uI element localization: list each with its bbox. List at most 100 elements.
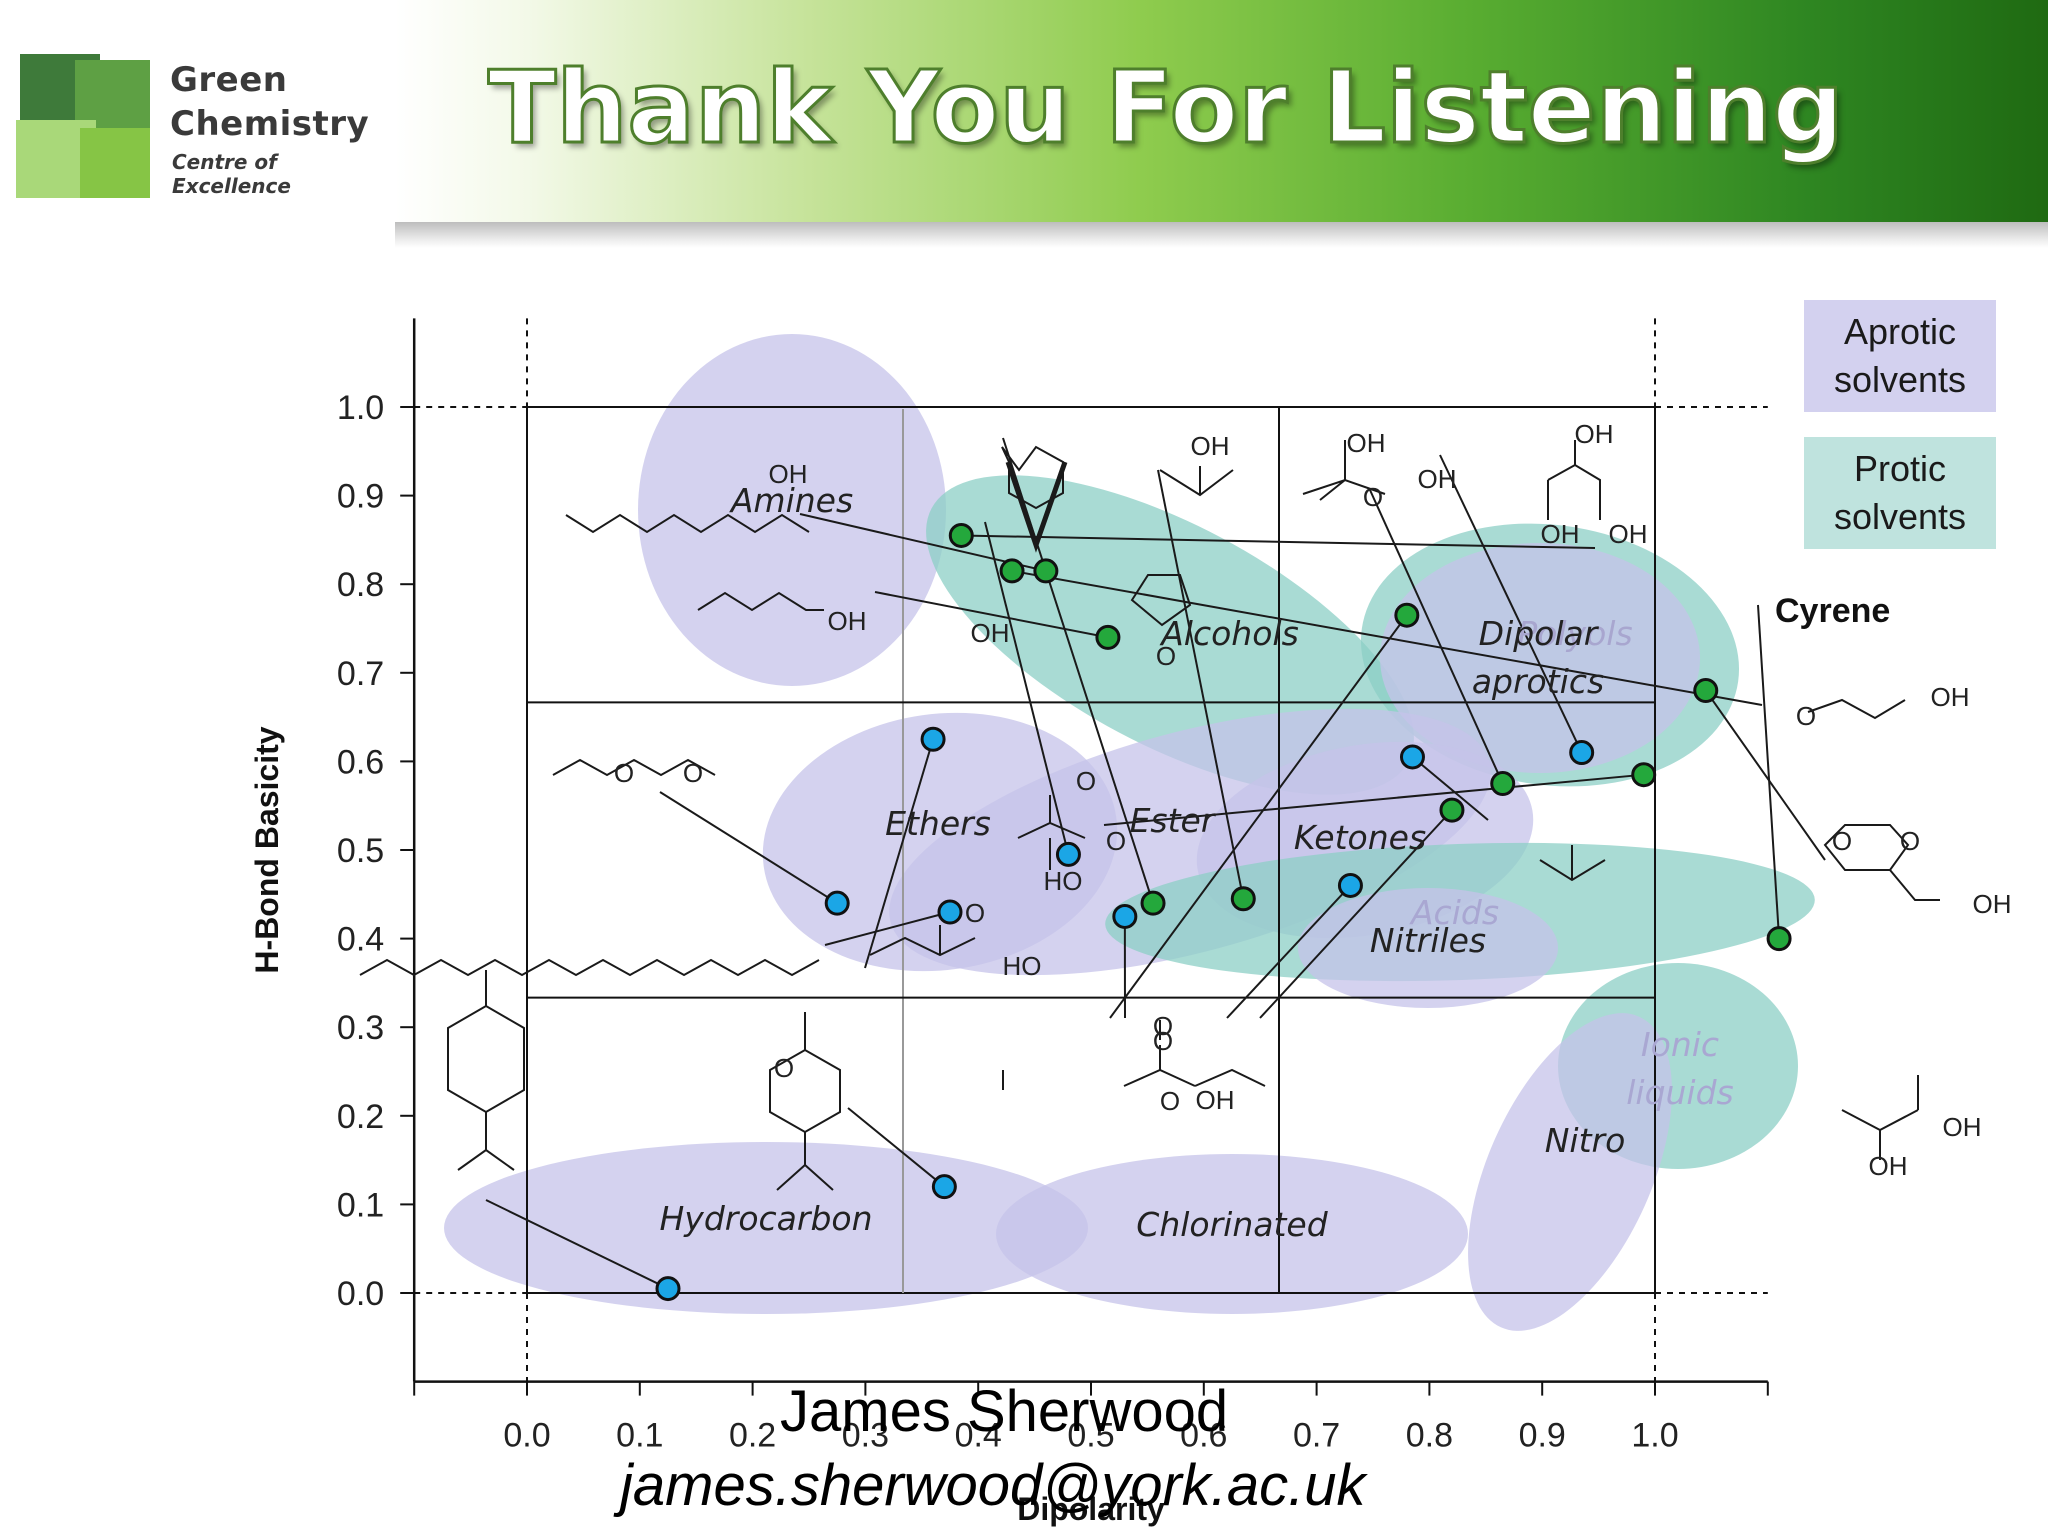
molecule-sketch: [1123, 1045, 1266, 1087]
molecule-sketch: [1841, 1075, 1919, 1160]
region-label-line: Dipolar: [1479, 614, 1600, 653]
y-tick-label: 0.2: [337, 1098, 384, 1136]
protic-solvent-point: [1439, 797, 1465, 823]
molecule-sketch: [552, 758, 716, 777]
region-chlorinated: [996, 1154, 1468, 1314]
region-label-line: aprotics: [1472, 662, 1604, 701]
protic-solvent-point: [1095, 624, 1121, 650]
point-connector: [1226, 884, 1352, 1019]
point-connector: [874, 591, 1109, 639]
structure-atom-label: OH: [1541, 519, 1580, 549]
structure-atom-label: OH: [1973, 889, 2012, 919]
region-label-ester: Ester: [1130, 801, 1217, 840]
point-connector: [961, 534, 1596, 549]
region-label-nitro: Nitro: [1545, 1121, 1626, 1160]
structure-atom-label: OH: [1609, 519, 1648, 549]
aprotic-solvent-point: [920, 726, 946, 752]
structure-atom-label: HO: [1003, 951, 1042, 981]
molecule-sketch: [1002, 1020, 1161, 1090]
molecule-sketch: [1130, 574, 1192, 627]
structure-atom-label: O: [1153, 1011, 1173, 1041]
banner-shadow: [395, 222, 2048, 248]
point-connector: [1411, 756, 1489, 821]
x-tick-label: 0.1: [616, 1417, 663, 1455]
molecule-sketch: [1159, 466, 1234, 497]
region-label-chlorinated: Chlorinated: [1136, 1205, 1328, 1244]
molecule-sketch: [769, 1012, 841, 1191]
molecule-sketch: [1547, 440, 1601, 520]
region-label-acids: Acids: [1409, 893, 1499, 932]
logo-subtitle: Centre of Excellence: [172, 150, 291, 198]
legend-protic: Protic solvents: [1804, 437, 1996, 549]
point-connector: [1439, 454, 1583, 753]
structure-atom-label: HO: [1044, 866, 1083, 896]
point-connector: [824, 911, 951, 946]
point-connector: [1103, 773, 1644, 826]
y-tick-label: 0.7: [337, 655, 384, 693]
y-tick-label: 0.4: [337, 921, 384, 959]
molecule-sketch: [697, 591, 824, 612]
aprotic-solvent-point: [931, 1174, 957, 1200]
point-connector: [659, 791, 838, 905]
structure-atom-label: O: [1156, 641, 1176, 671]
aprotic-solvent-point: [824, 890, 850, 916]
region-nitriles: [1298, 888, 1558, 1008]
x-tick-label: 0.7: [1293, 1417, 1340, 1455]
region-label-line: Ionic: [1641, 1025, 1719, 1064]
structure-atom-label: O: [1153, 1026, 1173, 1056]
protic-solvent-point: [1693, 678, 1719, 704]
structure-atom-label: OH: [1575, 419, 1614, 449]
aprotic-solvent-point: [1112, 903, 1138, 929]
point-connector: [984, 521, 1070, 855]
green-chemistry-logo: Green Chemistry Centre of Excellence: [16, 52, 400, 202]
x-tick-label: 0.4: [955, 1417, 1002, 1455]
point-connector: [1002, 437, 1154, 904]
structure-atom-label: O: [1106, 826, 1126, 856]
structure-atom-label: O: [1900, 826, 1920, 856]
molecule-sketch: [359, 958, 820, 977]
x-tick-label: 0.5: [1067, 1417, 1114, 1455]
structure-atom-label: OH: [828, 606, 867, 636]
aprotic-solvent-point: [1569, 740, 1595, 766]
molecule-sketch: [1823, 824, 1940, 901]
y-tick-label: 1.0: [337, 389, 384, 427]
structure-atom-label: OH: [1196, 1085, 1235, 1115]
aprotic-solvent-point: [1399, 744, 1425, 770]
x-tick-label: 0.8: [1406, 1417, 1453, 1455]
logo-square-mid: [75, 60, 150, 128]
grid-outer-box: [526, 406, 1656, 1294]
logo-line2: Chemistry: [170, 104, 370, 144]
point-connector: [1157, 469, 1245, 899]
molecule-structures: [359, 440, 1940, 1191]
point-connector: [485, 1199, 669, 1290]
region-amines: [638, 334, 946, 686]
structure-atom-label: O: [1160, 1086, 1180, 1116]
y-tick-label: 0.1: [337, 1186, 384, 1224]
region-label-amines: Amines: [729, 481, 853, 520]
structure-atom-label: OH: [1943, 1112, 1982, 1142]
point-connector: [1704, 689, 1826, 861]
protic-solvent-point: [1394, 602, 1420, 628]
author-email: james.sherwood@york.ac.uk: [620, 1453, 1366, 1518]
structure-atom-label: O: [1076, 766, 1096, 796]
structure-atom-label: OH: [1191, 431, 1230, 461]
protic-solvent-point: [999, 558, 1025, 584]
region-label-nitriles: Nitriles: [1370, 921, 1486, 960]
y-tick-label: 0.6: [337, 743, 384, 781]
structure-atom-label: O: [614, 758, 634, 788]
cyrene-callout: Cyrene: [1775, 592, 1891, 630]
molecule-sketch: [1302, 440, 1386, 501]
molecule-sketch: [447, 970, 525, 1171]
title-banner: [395, 0, 2048, 228]
aprotic-solvent-point: [655, 1276, 681, 1302]
y-tick-label: 0.0: [337, 1275, 384, 1313]
point-connector: [1369, 489, 1504, 784]
data-points: [655, 522, 1792, 1302]
x-tick-label: 1.0: [1631, 1417, 1678, 1455]
protic-solvent-point: [1033, 558, 1059, 584]
structure-atom-label: OH: [769, 459, 808, 489]
